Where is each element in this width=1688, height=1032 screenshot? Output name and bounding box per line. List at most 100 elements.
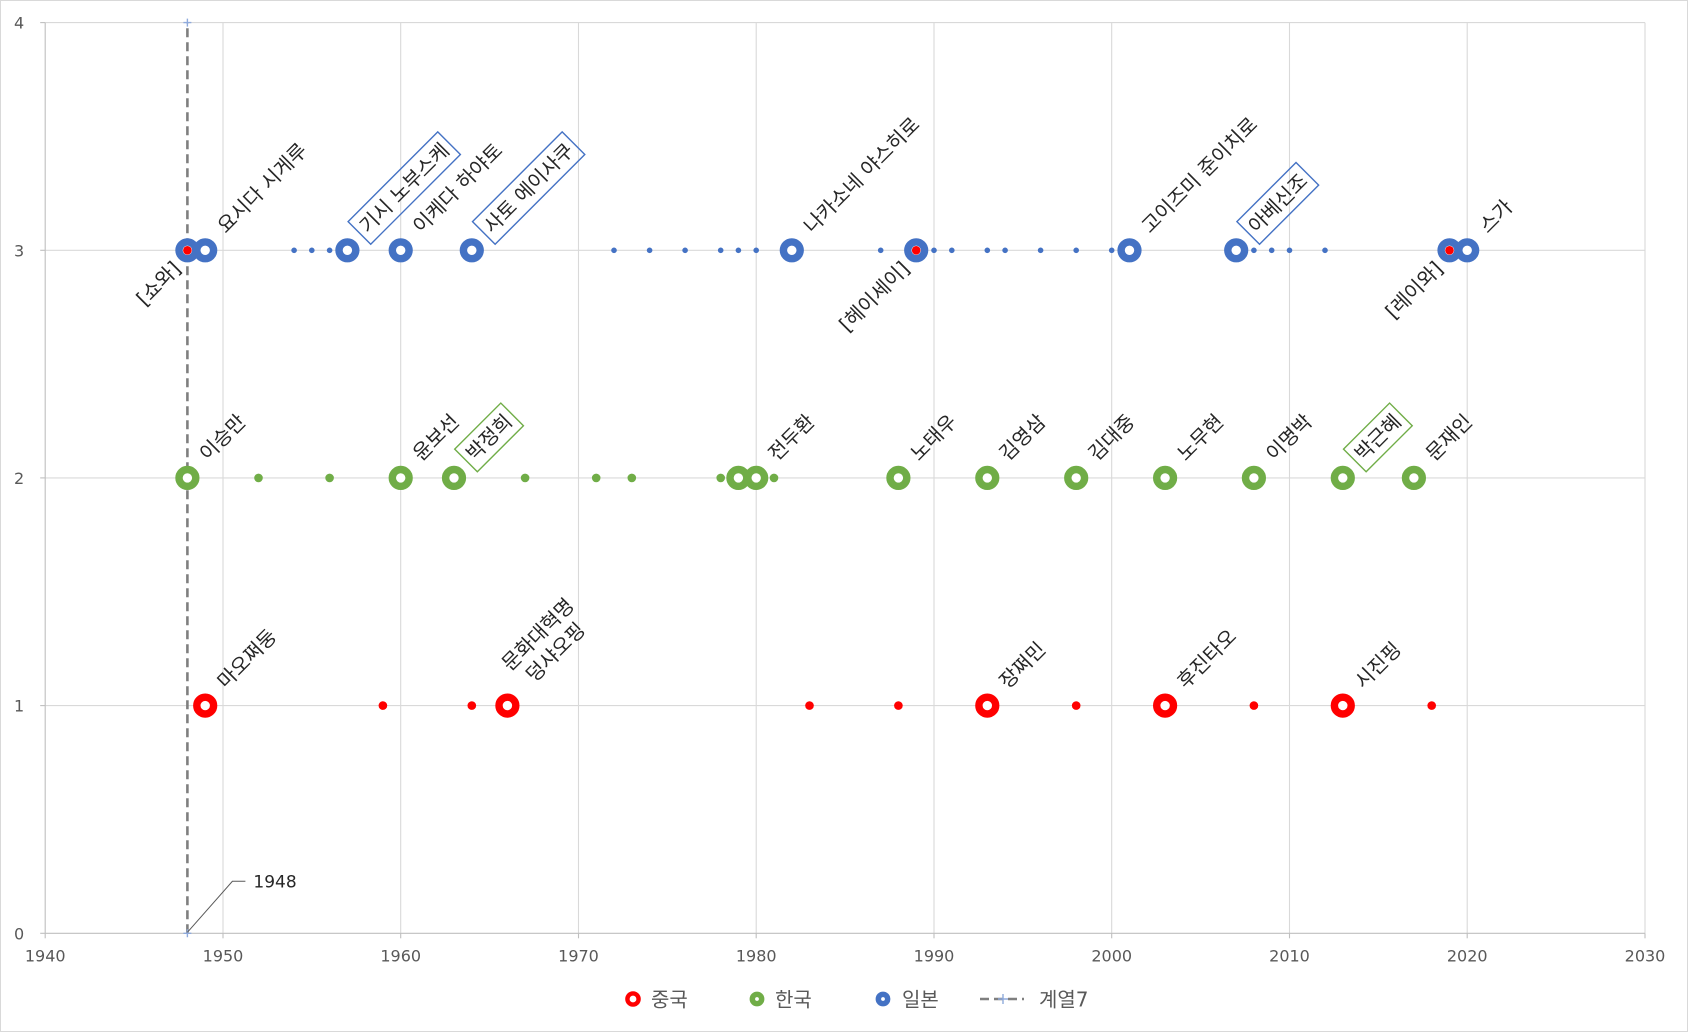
japan-minor-point-1991 — [949, 247, 955, 254]
legend-label-reference-line: 계열7 — [1039, 988, 1089, 1012]
korea-major-point-2003 — [1152, 465, 1178, 490]
korea-major-point-1980 — [744, 465, 769, 490]
japan-minor-point-1990 — [931, 247, 937, 254]
reference-line-label: 1948 — [253, 872, 296, 892]
japan-minor-point-1998 — [1073, 247, 1079, 254]
japan-minor-point-1993 — [984, 247, 991, 254]
japan-major-point-2001 — [1117, 238, 1142, 263]
legend-label-korea: 한국 — [775, 988, 812, 1012]
japan-label-1964-box — [471, 130, 586, 246]
japan-minor-point-2009 — [1268, 247, 1275, 254]
korea-label-1963-box — [453, 402, 525, 473]
japan-minor-point-1972 — [611, 247, 617, 254]
legend-marker-china — [625, 991, 641, 1007]
reference-line-plus-marker-top — [183, 18, 192, 27]
y-tick-label-3: 3 — [14, 241, 24, 260]
x-tick-label-1950: 1950 — [203, 946, 244, 965]
x-tick-label-2010: 2010 — [1269, 946, 1310, 965]
legend-marker-reference-plus — [998, 994, 1008, 1004]
series-china — [193, 693, 1436, 718]
japan-label-1957-box — [347, 130, 462, 246]
korea-minor-point-1973 — [627, 473, 637, 483]
japan-minor-point-2010 — [1286, 247, 1293, 254]
korea-minor-point-1971 — [591, 473, 601, 483]
legend-item-china: 중국 — [625, 988, 688, 1012]
era-markers — [183, 246, 1454, 255]
japan-major-point-2007 — [1224, 238, 1249, 263]
japan-minor-point-1978 — [717, 247, 724, 254]
china-minor-point-1983 — [805, 701, 814, 710]
japan-minor-point-1994 — [1002, 247, 1008, 254]
y-tick-label-4: 4 — [14, 14, 24, 33]
korea-major-point-1963 — [441, 465, 467, 490]
legend-marker-center-korea — [755, 997, 759, 1001]
data-points — [175, 238, 1480, 718]
japan-major-point-1949 — [193, 238, 218, 263]
korea-minor-point-1978 — [716, 473, 725, 483]
china-major-point-2003 — [1152, 693, 1178, 718]
japan-major-point-1982 — [779, 238, 804, 263]
china-major-point-1993 — [975, 693, 1000, 718]
era-marker-1989 — [911, 246, 921, 255]
gridlines — [45, 22, 1646, 934]
korea-major-point-2008 — [1241, 465, 1266, 490]
japan-minor-point-2008 — [1251, 247, 1257, 254]
y-tick-label-2: 2 — [14, 469, 24, 488]
japan-minor-point-2012 — [1322, 247, 1328, 254]
japan-minor-point-1955 — [309, 247, 315, 254]
axes: 1940 1950 1960 1970 1980 1990 2000 2010 2020 2030… — [14, 14, 1665, 966]
korea-major-point-2013 — [1330, 465, 1355, 490]
japan-major-point-2020 — [1455, 238, 1480, 263]
korea-major-point-1993 — [975, 465, 1000, 490]
x-tick-label-1980: 1980 — [736, 946, 777, 965]
china-major-point-1966 — [495, 693, 520, 718]
x-tick-label-1970: 1970 — [558, 946, 599, 965]
japan-minor-point-1979 — [735, 247, 742, 254]
legend-marker-center-japan — [881, 997, 885, 1001]
japan-minor-point-1996 — [1037, 247, 1044, 254]
legend: 중국 한국 일본 계열7 — [625, 988, 1089, 1012]
japan-major-point-1957 — [335, 238, 360, 263]
china-minor-point-1998 — [1071, 701, 1081, 710]
korea-minor-point-1956 — [325, 473, 334, 483]
japan-label-2007-box — [1235, 161, 1320, 246]
y-tick-label-1: 1 — [14, 697, 24, 716]
x-tick-label-1960: 1960 — [380, 946, 421, 965]
x-tick-label-2030: 2030 — [1625, 946, 1666, 965]
legend-label-china: 중국 — [651, 988, 688, 1012]
china-major-point-1949 — [193, 693, 218, 718]
x-tick-label-1940: 1940 — [25, 946, 66, 965]
reference-line-plus-marker-bottom — [183, 929, 192, 938]
china-minor-point-1988 — [894, 701, 903, 710]
korea-major-point-1948 — [175, 465, 200, 490]
legend-item-japan: 일본 — [875, 988, 939, 1012]
x-tick-label-2020: 2020 — [1447, 946, 1488, 965]
china-minor-point-1959 — [378, 701, 388, 710]
korea-major-point-1998 — [1064, 465, 1089, 490]
japan-minor-point-1956 — [326, 247, 333, 254]
korea-major-point-2017 — [1401, 465, 1426, 490]
korea-minor-point-1967 — [520, 473, 530, 483]
korea-major-point-1988 — [886, 465, 911, 490]
japan-minor-point-2000 — [1108, 247, 1115, 254]
korea-minor-point-1981 — [769, 473, 779, 483]
korea-label-2013-box — [1342, 402, 1414, 473]
era-marker-2019 — [1445, 246, 1454, 255]
china-minor-point-1964 — [467, 701, 477, 710]
japan-major-point-1964 — [459, 238, 484, 263]
series-korea — [175, 465, 1426, 490]
china-minor-point-2018 — [1427, 701, 1436, 710]
korea-major-point-1960 — [388, 465, 413, 490]
x-tick-label-1990: 1990 — [914, 946, 955, 965]
y-tick-label-0: 0 — [14, 924, 24, 943]
x-tick-label-2000: 2000 — [1091, 946, 1132, 965]
legend-item-korea: 한국 — [749, 988, 812, 1012]
legend-item-reference-line: 계열7 — [980, 988, 1089, 1012]
legend-label-japan: 일본 — [902, 988, 939, 1012]
era-marker-1948 — [183, 246, 192, 255]
japan-minor-point-1974 — [646, 247, 653, 254]
reference-line-label-leader — [187, 880, 246, 933]
japan-minor-point-1954 — [291, 247, 297, 254]
